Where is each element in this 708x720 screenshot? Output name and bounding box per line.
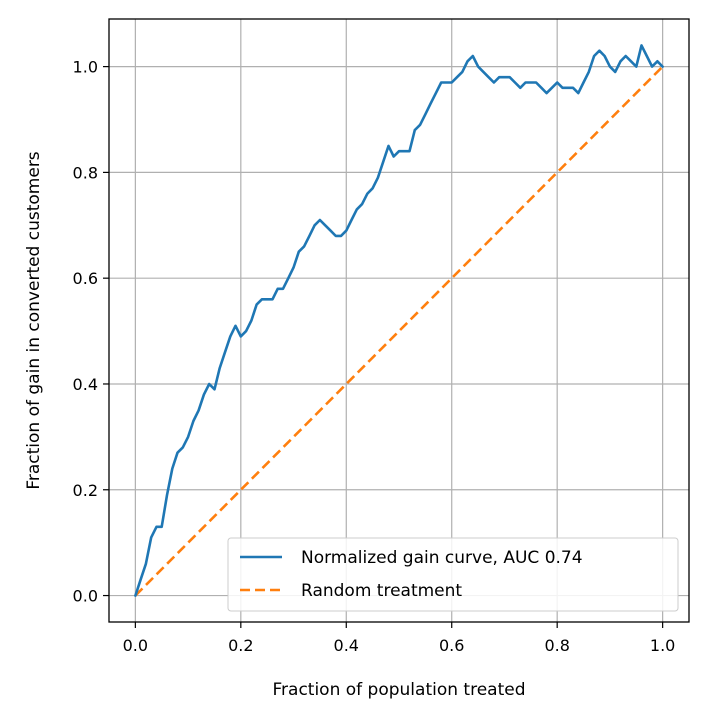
x-axis-label: Fraction of population treated bbox=[273, 680, 526, 700]
y-tick-label: 0.8 bbox=[73, 163, 98, 182]
plot-background bbox=[109, 19, 689, 622]
x-tick-label: 0.2 bbox=[228, 636, 253, 655]
series-line-0 bbox=[134, 44, 664, 597]
y-tick-label: 0.0 bbox=[73, 587, 98, 606]
legend-entry-1: Random treatment bbox=[301, 581, 462, 601]
x-tick-label: 0.0 bbox=[123, 636, 148, 655]
plot-frame bbox=[108, 18, 690, 623]
legend-box bbox=[227, 537, 679, 612]
y-tick-label: 0.6 bbox=[73, 269, 98, 288]
x-tick-label: 0.6 bbox=[439, 636, 464, 655]
grid bbox=[109, 19, 689, 622]
series-line-1 bbox=[134, 65, 664, 597]
ticks: 0.0 0.2 0.4 0.6 0.8 1.0 0.0 0.2 0.4 0.6 0.8 1.0 bbox=[73, 58, 676, 655]
series-layer bbox=[134, 44, 664, 597]
legend: Normalized gain curve, AUC 0.74 Random tr… bbox=[227, 537, 679, 612]
x-tick-label: 1.0 bbox=[650, 636, 675, 655]
y-axis-label: Fraction of gain in converted customers bbox=[24, 151, 44, 489]
y-tick-label: 0.2 bbox=[73, 481, 98, 500]
x-tick-label: 0.4 bbox=[334, 636, 359, 655]
y-tick-label: 1.0 bbox=[73, 58, 98, 77]
y-tick-label: 0.4 bbox=[73, 375, 98, 394]
legend-entry-0: Normalized gain curve, AUC 0.74 bbox=[301, 548, 583, 568]
x-tick-label: 0.8 bbox=[544, 636, 569, 655]
